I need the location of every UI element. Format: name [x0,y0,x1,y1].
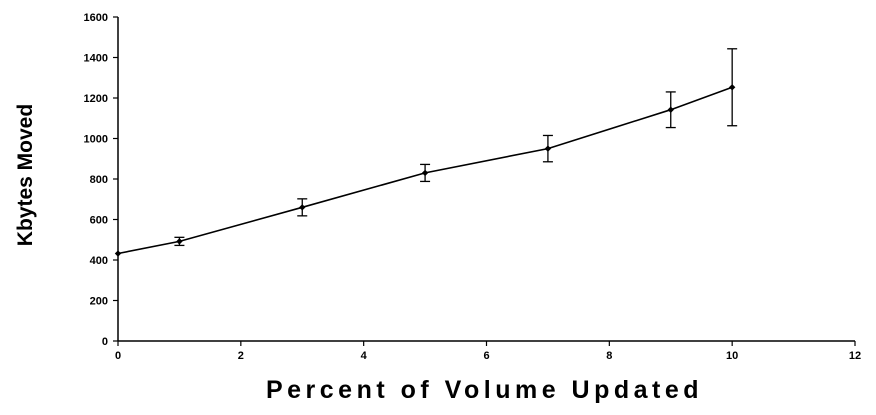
x-tick-label: 0 [115,350,121,362]
series-layer [114,48,738,257]
data-point [667,106,674,113]
data-point [728,84,736,91]
y-tick-label: 400 [90,255,108,267]
x-tick-label: 4 [361,350,368,362]
data-point [299,204,306,211]
x-tick-label: 8 [606,350,612,362]
y-axis-title: Kbytes Moved [14,104,37,246]
y-axis-ticks: 0 200 400 600 800 1000 1200 1400 1600 [84,12,118,348]
x-tick-label: 12 [849,350,861,362]
y-tick-label: 1400 [84,53,108,65]
y-tick-label: 800 [90,174,108,186]
axes [117,17,855,342]
x-tick-label: 10 [726,350,738,362]
y-tick-label: 600 [90,215,108,227]
x-tick-label: 6 [483,350,489,362]
data-point [176,238,183,245]
y-tick-label: 200 [90,296,108,308]
x-axis-title: Percent of Volume Updated [266,376,703,404]
y-tick-label: 0 [102,336,108,348]
y-tick-label: 1200 [84,93,108,105]
x-tick-label: 2 [238,350,244,362]
data-point [114,250,122,257]
y-tick-label: 1000 [84,134,108,146]
data-point [421,169,429,177]
data-point [544,145,552,152]
x-axis-ticks: 0 2 4 6 8 10 12 [115,341,861,362]
y-tick-label: 1600 [84,12,108,24]
